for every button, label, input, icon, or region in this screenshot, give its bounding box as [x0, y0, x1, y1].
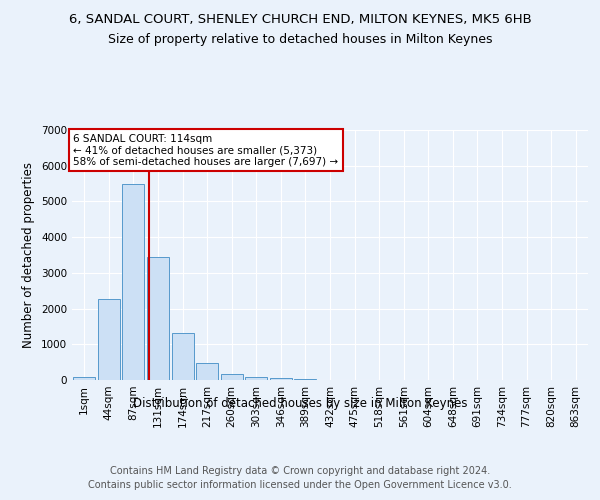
Bar: [172, 333, 194, 380]
Bar: [245, 377, 268, 380]
Text: Contains public sector information licensed under the Open Government Licence v3: Contains public sector information licen…: [88, 480, 512, 490]
Bar: [196, 363, 218, 380]
Text: 6, SANDAL COURT, SHENLEY CHURCH END, MILTON KEYNES, MK5 6HB: 6, SANDAL COURT, SHENLEY CHURCH END, MIL…: [68, 12, 532, 26]
Bar: [73, 377, 95, 380]
Bar: [270, 378, 292, 380]
Bar: [221, 374, 243, 380]
Bar: [147, 257, 169, 380]
Text: Contains HM Land Registry data © Crown copyright and database right 2024.: Contains HM Land Registry data © Crown c…: [110, 466, 490, 476]
Bar: [122, 184, 145, 380]
Text: Size of property relative to detached houses in Milton Keynes: Size of property relative to detached ho…: [108, 32, 492, 46]
Bar: [295, 379, 316, 380]
Text: Distribution of detached houses by size in Milton Keynes: Distribution of detached houses by size …: [133, 398, 467, 410]
Bar: [98, 299, 120, 380]
Y-axis label: Number of detached properties: Number of detached properties: [22, 162, 35, 348]
Text: 6 SANDAL COURT: 114sqm
← 41% of detached houses are smaller (5,373)
58% of semi-: 6 SANDAL COURT: 114sqm ← 41% of detached…: [73, 134, 338, 167]
